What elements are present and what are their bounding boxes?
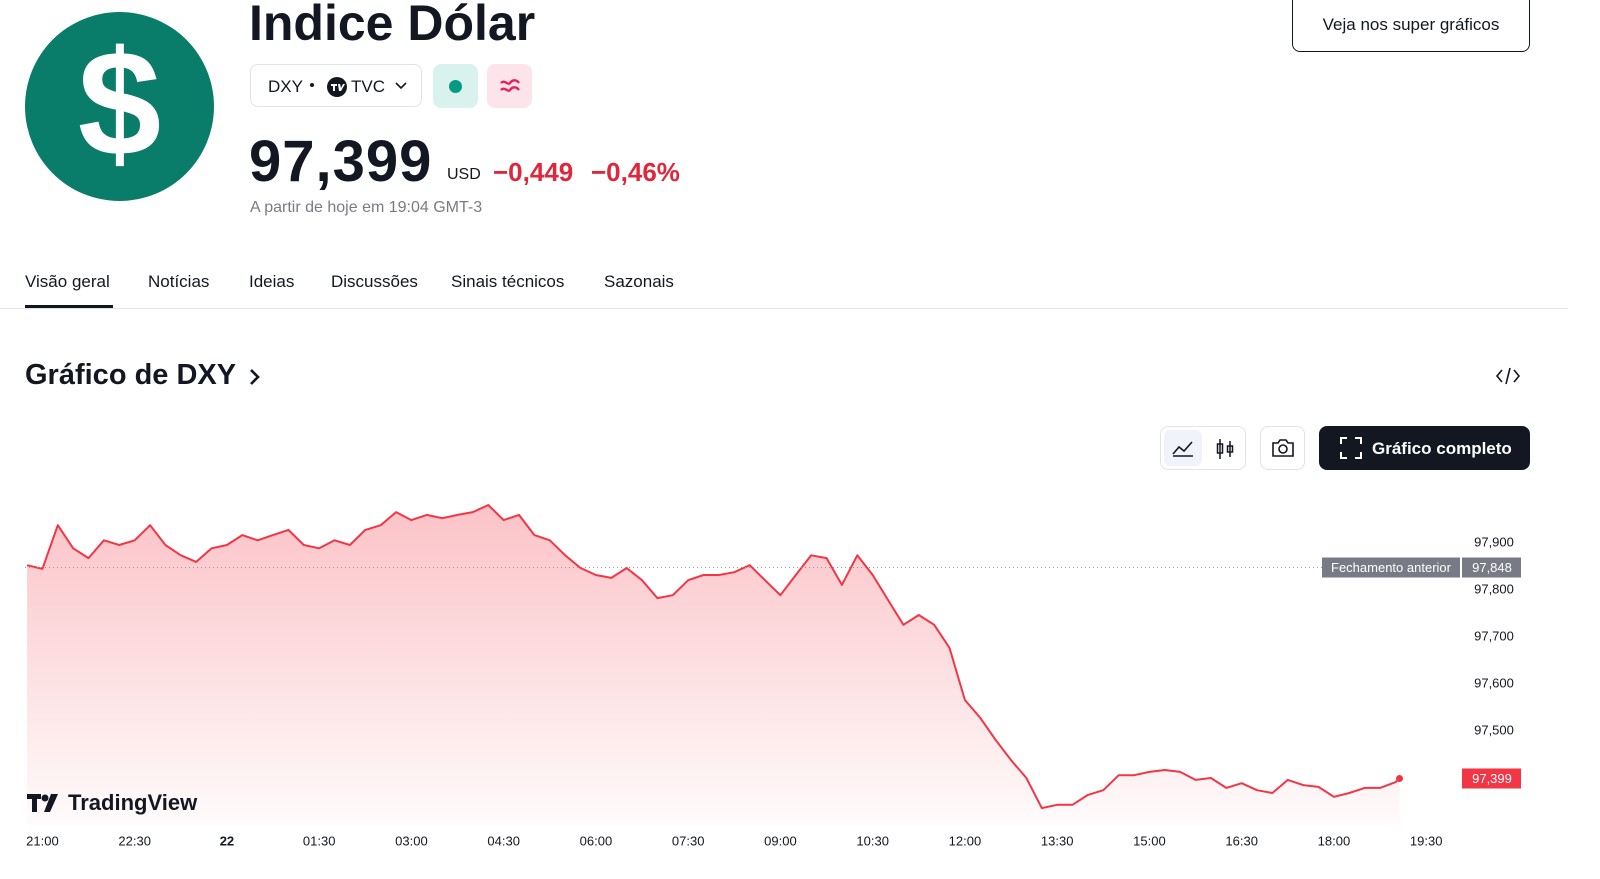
y-tick-label: 97,700: [1474, 628, 1514, 643]
exchange-icon: [327, 77, 347, 97]
x-tick-label: 22: [220, 833, 234, 848]
area: [27, 505, 1400, 825]
candle-icon[interactable]: [1213, 437, 1237, 461]
x-tick-label: 19:30: [1410, 833, 1443, 848]
last-value-box: [1462, 768, 1521, 789]
status-dot: [449, 80, 462, 93]
y-tick-label: 97,500: [1474, 722, 1514, 737]
logo: $: [25, 12, 214, 201]
x-tick-label: 10:30: [856, 833, 889, 848]
chevron: [395, 82, 407, 90]
x-tick-label: 04:30: [487, 833, 520, 848]
reference-value: 97,848: [1472, 560, 1512, 575]
reference-value-box: [1462, 557, 1521, 578]
x-tick-label: 22:30: [118, 833, 151, 848]
tab[interactable]: Sinais técnicos: [451, 272, 565, 291]
symbol: DXY: [268, 77, 303, 96]
section-chevron: [250, 369, 260, 385]
tab[interactable]: Visão geral: [25, 272, 110, 291]
symbol-badge[interactable]: DXY TVC: [250, 64, 422, 107]
tab[interactable]: Notícias: [148, 272, 210, 291]
x-tick-label: 12:00: [949, 833, 982, 848]
tab[interactable]: Discussões: [331, 272, 418, 291]
y-tick-label: 97,600: [1474, 675, 1514, 690]
line: [26, 504, 1401, 810]
camera-icon: [1272, 439, 1294, 457]
x-tick-label: 18:00: [1318, 833, 1351, 848]
separator: [310, 83, 314, 87]
change: −0,449: [493, 157, 574, 187]
active-tab-indicator: [25, 305, 113, 308]
timestamp: A partir de hoje em 19:04 GMT-3: [250, 199, 483, 216]
watermark-logo: [27, 794, 58, 812]
watermark: TradingView: [68, 790, 198, 815]
title: Indice Dólar: [249, 0, 536, 51]
logo-symbol: $: [77, 18, 162, 187]
reference-label: Fechamento anterior: [1331, 560, 1452, 575]
area-type-button[interactable]: [1164, 430, 1202, 466]
x-tick-label: 09:00: [764, 833, 797, 848]
currency: USD: [447, 166, 481, 183]
cta-label: Veja nos super gráficos: [1322, 15, 1500, 34]
change-percent: −0,46%: [591, 157, 680, 187]
market-status[interactable]: [433, 64, 478, 108]
y-tick-label: 97,900: [1474, 535, 1514, 550]
x-tick-label: 01:30: [303, 833, 336, 848]
fullscreen-button[interactable]: Gráfico completo: [1319, 426, 1530, 470]
price: 97,399: [249, 129, 433, 194]
x-tick-label: 03:00: [395, 833, 428, 848]
exchange: TVC: [351, 77, 385, 96]
embed-icon[interactable]: [1495, 366, 1521, 386]
reference-label-box: [1322, 557, 1460, 578]
delay-status[interactable]: [487, 64, 532, 108]
x-tick-label: 16:30: [1225, 833, 1258, 848]
section-title[interactable]: Gráfico de DXY: [25, 359, 237, 391]
area-icon: [1172, 441, 1193, 457]
cta-button[interactable]: Veja nos super gráficos: [1292, 0, 1530, 52]
y-tick-label: 97,800: [1474, 582, 1514, 597]
chart-type-group: [1160, 426, 1246, 470]
x-tick-label: 07:30: [672, 833, 705, 848]
last-point: [1396, 774, 1404, 782]
fullscreen-icon: [1340, 437, 1362, 459]
tab[interactable]: Sazonais: [604, 272, 674, 291]
snapshot-button[interactable]: [1260, 426, 1305, 470]
last-value-label: 97,399: [1472, 771, 1512, 786]
divider: [0, 308, 1568, 309]
approx-icon: [500, 79, 520, 92]
x-tick-label: 06:00: [580, 833, 613, 848]
fullscreen-label: Gráfico completo: [1372, 439, 1512, 458]
x-tick-label: 15:00: [1133, 833, 1166, 848]
x-tick-label: 13:30: [1041, 833, 1074, 848]
x-tick-label: 21:00: [26, 833, 59, 848]
tab[interactable]: Ideias: [249, 272, 295, 291]
